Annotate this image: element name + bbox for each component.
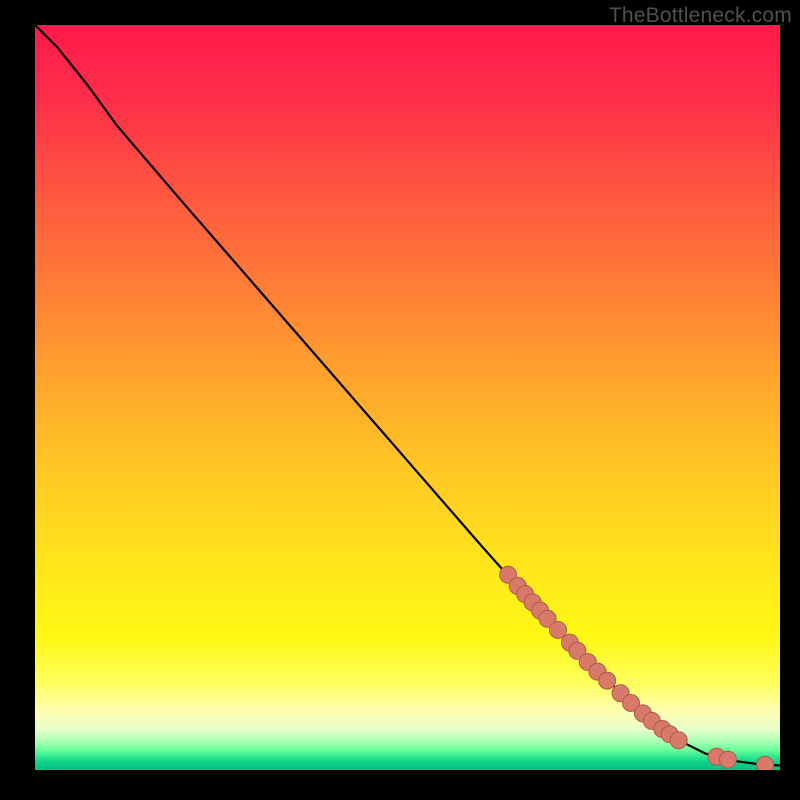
chart-container: TheBottleneck.com [0,0,800,800]
data-marker [719,751,736,768]
data-marker [599,672,616,689]
markers-group [500,566,774,770]
data-marker [757,756,774,770]
plot-area [35,25,780,770]
curve-line [35,25,780,766]
data-marker [670,732,687,749]
chart-overlay [35,25,780,770]
